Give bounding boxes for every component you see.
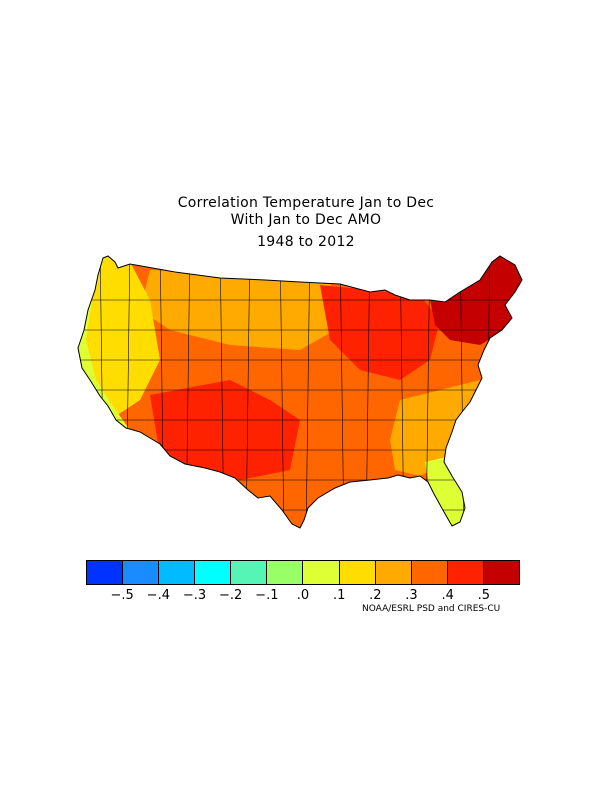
legend-swatch	[87, 561, 124, 584]
legend-swatch	[483, 561, 519, 584]
legend-swatch	[375, 561, 412, 584]
legend-tick-label: −.5	[110, 588, 134, 603]
legend-tick-label: −.3	[182, 588, 207, 603]
legend-tick-label: .0	[296, 588, 310, 603]
legend-swatch	[123, 561, 160, 584]
legend-tick-label: .3	[405, 588, 418, 603]
legend-swatch	[231, 561, 268, 584]
legend-tick-label: −.1	[255, 588, 279, 603]
region-southeast-coast	[390, 380, 485, 476]
legend-swatch	[195, 561, 232, 584]
legend-swatch	[303, 561, 340, 584]
map-title-line2: With Jan to Dec AMO	[230, 212, 382, 228]
legend-swatch	[411, 561, 448, 584]
region-northeast	[430, 256, 522, 345]
color-legend-bar	[86, 560, 520, 585]
legend-tick-label: .2	[369, 588, 382, 603]
legend-swatch	[159, 561, 196, 584]
legend-tick-label: .1	[332, 588, 346, 603]
legend-tick-label: .5	[477, 588, 491, 603]
legend-tick-label: .4	[441, 588, 454, 603]
credit-text: NOAA/ESRL PSD and CIRES-CU	[362, 604, 501, 614]
region-great-lakes	[320, 285, 440, 380]
legend-tick-label: −.4	[146, 588, 170, 603]
legend-tick-label: −.2	[219, 588, 243, 603]
map-title-period: 1948 to 2012	[257, 234, 355, 250]
map-title-line1: Correlation Temperature Jan to Dec	[177, 195, 435, 211]
legend-swatch	[447, 561, 484, 584]
legend-swatch	[339, 561, 376, 584]
division-boundaries	[78, 256, 522, 528]
legend-swatch	[267, 561, 304, 584]
